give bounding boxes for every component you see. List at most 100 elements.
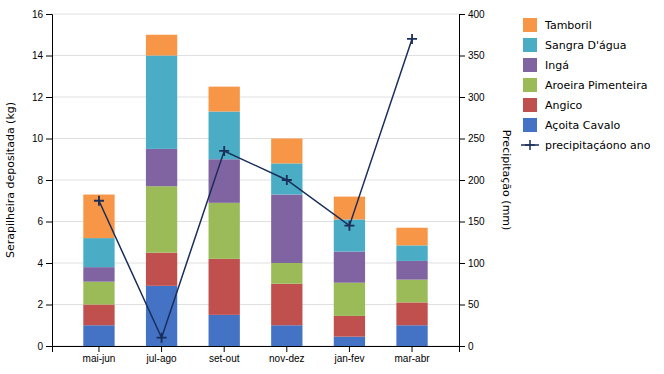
marker (407, 34, 417, 44)
bar-series (83, 35, 427, 246)
y2-axis-title: Precipitação (mm) (500, 130, 513, 231)
legend-swatch (523, 118, 537, 132)
bar (209, 259, 240, 315)
tick: 200 (459, 175, 485, 186)
tick-mark (349, 346, 350, 352)
bar (209, 112, 240, 160)
tick-mark (46, 139, 52, 140)
tick-mark (224, 346, 225, 352)
tick-mark (98, 346, 99, 352)
bar (209, 315, 240, 346)
bar (83, 267, 114, 282)
grid-line (52, 55, 459, 56)
tick: nov-dez (269, 346, 305, 364)
tick-label: 2 (37, 299, 43, 310)
tick: 2 (37, 299, 52, 310)
tick-label: jul-ago (146, 353, 177, 364)
marker (94, 196, 104, 206)
tick-label: 50 (468, 299, 480, 310)
tick: set-out (209, 346, 240, 364)
legend-item: Sangra D'água (523, 38, 626, 52)
bar-series (83, 253, 427, 337)
tick: 12 (32, 92, 52, 103)
tick: 100 (459, 258, 485, 269)
legend: TamborilSangra D'águaIngáAroeira Pimente… (521, 18, 651, 152)
tick-mark (46, 305, 52, 306)
tick: mar-abr (395, 346, 431, 364)
tick: 6 (37, 216, 52, 227)
bar-series (83, 149, 427, 283)
tick-label: 14 (32, 50, 44, 61)
bar (209, 87, 240, 112)
bar (271, 163, 302, 194)
marker (282, 175, 292, 185)
tick-mark (46, 222, 52, 223)
marker (219, 146, 229, 156)
tick-label: 350 (468, 50, 485, 61)
line (99, 39, 412, 338)
bar (209, 203, 240, 259)
tick: mai-jun (83, 346, 116, 364)
tick-mark (46, 97, 52, 98)
y-axis-title: Serapilheira depositada (kg) (4, 102, 17, 258)
tick: 150 (459, 216, 485, 227)
legend-item: Angico (523, 98, 583, 112)
legend-marker (525, 140, 535, 150)
legend-swatch (523, 38, 537, 52)
tick: jul-ago (146, 346, 177, 364)
chart: mai-jun jul-ago set-out nov-dez jan-fev mar-a… (0, 0, 664, 374)
bar (146, 56, 177, 149)
legend-swatch (523, 98, 537, 112)
tick-label: 8 (37, 175, 43, 186)
bar (396, 261, 427, 280)
bar (334, 219, 365, 251)
tick-label: 0 (37, 341, 43, 352)
axis-line (460, 15, 466, 347)
bar (396, 245, 427, 261)
tick-mark (459, 305, 465, 306)
grid-line (52, 180, 459, 181)
bar (209, 159, 240, 203)
tick-label: jan-fev (333, 353, 364, 364)
tick-label: 12 (32, 92, 44, 103)
tick-label: 10 (32, 133, 44, 144)
x-axis: mai-jun jul-ago set-out nov-dez jan-fev mar-a… (53, 346, 460, 364)
bar (146, 35, 177, 56)
tick-label: 16 (32, 9, 44, 20)
tick-mark (459, 263, 465, 264)
bar (271, 139, 302, 164)
tick: 50 (459, 299, 480, 310)
grid-line (52, 14, 459, 15)
bar (271, 263, 302, 284)
tick: 350 (459, 50, 485, 61)
legend-item: Aroeira Pimenteira (523, 78, 647, 92)
bar (146, 149, 177, 186)
tick-label: 250 (468, 133, 485, 144)
bar (83, 305, 114, 326)
tick-label: 6 (37, 216, 43, 227)
tick: 10 (32, 133, 52, 144)
legend-item: Açoita Cavalo (523, 118, 620, 132)
tick-mark (46, 180, 52, 181)
bar-series (83, 186, 427, 316)
tick-mark (459, 346, 465, 347)
tick-label: 300 (468, 92, 485, 103)
bar (396, 280, 427, 303)
legend-item: precipitaçáono ano (521, 139, 651, 152)
legend-swatch (523, 58, 537, 72)
tick-mark (46, 346, 52, 347)
bar (271, 195, 302, 263)
axis-line (53, 347, 460, 353)
marks (83, 34, 427, 346)
bar (146, 286, 177, 346)
y2-axis: 050100150200250300350400 (459, 9, 485, 352)
tick-mark (459, 14, 465, 15)
legend-label: Aroeira Pimenteira (545, 79, 647, 92)
bar (83, 325, 114, 346)
plot: mai-jun jul-ago set-out nov-dez jan-fev mar-a… (4, 9, 651, 364)
legend-label: Açoita Cavalo (545, 119, 620, 132)
axis-line (46, 15, 53, 347)
legend-label: precipitaçáono ano (545, 139, 651, 152)
legend-swatch (523, 18, 537, 32)
bar (334, 283, 365, 316)
